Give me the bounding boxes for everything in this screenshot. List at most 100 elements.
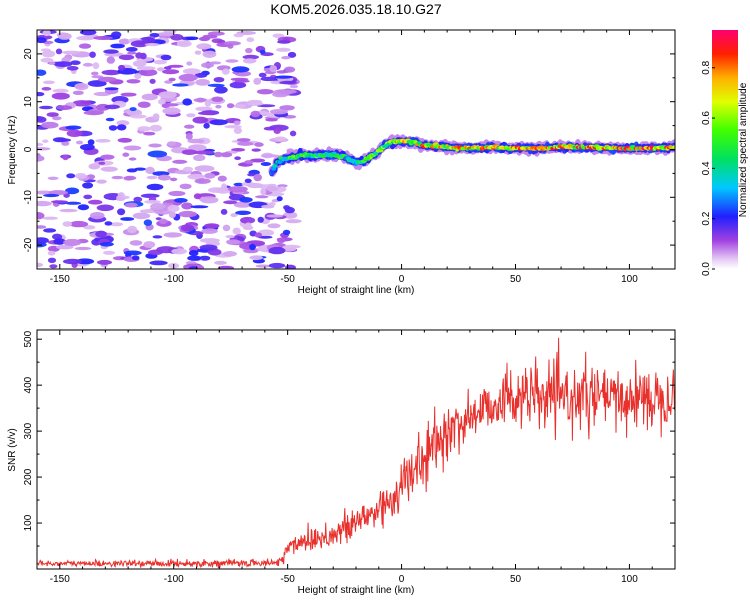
noise-blob [171,248,187,255]
noise-blob [266,214,283,218]
noise-blob [200,196,219,204]
noise-blob [56,244,74,250]
noise-blob [62,221,73,227]
noise-blob [251,148,261,152]
noise-blob [209,119,228,126]
noise-blob [194,165,215,172]
x-tick-label: -50 [280,274,295,285]
noise-blob [156,246,176,254]
noise-blob [265,185,279,192]
noise-blob [182,98,193,106]
noise-blob [246,182,264,189]
noise-blob [226,103,235,109]
colorbar-ticks: 0.0 0.2 0.4 0.6 0.8 [701,60,715,276]
noise-blob [37,262,44,267]
noise-blob [105,117,115,122]
noise-blob [195,106,213,112]
noise-blob [37,37,47,44]
noise-blob [63,238,82,247]
x-tick-label: -150 [50,274,70,285]
noise-blob [72,90,84,96]
noise-blob [249,243,256,251]
noise-blob [91,71,99,76]
noise-blob [53,61,73,67]
noise-blob [74,83,86,89]
noise-blob [149,260,168,266]
noise-blob [204,99,212,107]
noise-blob [118,64,126,71]
noise-blob [117,137,132,143]
noise-blob [56,105,73,111]
x-tick-label: 0 [399,274,405,285]
noise-blob [117,208,126,216]
snr-series-line [37,337,675,569]
noise-blob [118,38,131,45]
spectrogram-y-axis-label: Frequency (Hz) [7,116,18,185]
noise-blob [195,79,211,86]
noise-blob [207,83,225,87]
colorbar-tick-label: 0.0 [701,262,712,276]
noise-blob [96,179,107,184]
noise-blob [47,176,59,180]
noise-blob [41,87,52,91]
noise-blob [88,199,103,205]
noise-blob [187,138,205,144]
noise-blob [214,151,223,158]
noise-blob [43,193,60,198]
noise-blob [83,225,96,230]
noise-blob [103,250,115,255]
noise-blob [95,139,111,143]
noise-blob [74,173,87,179]
noise-blob [260,76,277,82]
signal-core [672,145,675,149]
noise-blob [221,183,227,191]
y-tick-label: -10 [23,190,34,205]
noise-blob [254,195,269,199]
noise-blob [42,80,55,85]
noise-blob [74,246,92,251]
noise-blob [237,141,254,146]
noise-blob [132,60,147,67]
noise-blob [116,120,130,126]
noise-blob [199,244,218,251]
noise-blob [239,197,253,203]
noise-blob [188,250,199,257]
noise-blob [278,186,287,192]
noise-blob [186,113,196,118]
noise-blob [87,139,95,146]
y-tick-label: 500 [23,330,34,347]
noise-blob [37,142,44,147]
noise-blob [123,175,137,181]
noise-blob [261,204,275,209]
noise-blob [93,36,113,40]
noise-blob [37,190,53,195]
noise-blob [165,200,176,204]
noise-blob [253,173,262,182]
snr-x-axis-label: Height of straight line (km) [298,585,415,596]
noise-blob [233,127,242,134]
noise-blob [129,107,137,112]
noise-blob [279,80,297,85]
noise-blob [103,49,119,54]
noise-blob [236,138,251,142]
noise-blob [233,33,244,38]
noise-blob [48,190,68,196]
noise-blob [42,216,58,220]
noise-blob [143,219,153,226]
noise-blob [163,66,172,70]
noise-blob [146,175,158,180]
noise-blob [117,192,125,198]
noise-blob [231,148,246,152]
noise-blob [225,59,239,63]
noise-blob [202,34,218,39]
colorbar-tick-label: 0.6 [701,111,712,125]
y-tick-label: -20 [23,237,34,252]
noise-blob [277,184,288,188]
noise-blob [91,75,104,79]
noise-blob [152,113,160,121]
noise-blob [47,250,56,256]
noise-blob [127,225,138,234]
noise-blob [172,83,189,87]
noise-blob [118,54,135,61]
